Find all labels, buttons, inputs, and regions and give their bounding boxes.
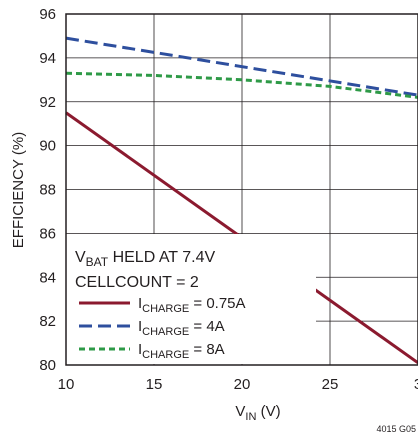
plot-frame	[65, 13, 418, 366]
y-tick-label-82: 82	[39, 313, 56, 330]
y-axis-label: EFFICIENCY (%)	[10, 132, 27, 248]
legend-label-8a: ICHARGE = 8A	[138, 341, 225, 361]
legend-label-4a: ICHARGE = 4A	[138, 318, 225, 338]
y-tick-label-88: 88	[39, 182, 56, 199]
x-tick-label-10: 10	[58, 376, 75, 393]
y-tick-label-86: 86	[39, 225, 56, 242]
x-tick-label-25: 25	[322, 376, 339, 393]
y-tick-label-80: 80	[39, 357, 56, 374]
y-tick-label-84: 84	[39, 269, 56, 286]
x-tick-label-30: 3	[414, 376, 418, 393]
x-tick-label-20: 20	[234, 376, 251, 393]
y-tick-label-90: 90	[39, 138, 56, 155]
x-tick-label-15: 15	[146, 376, 163, 393]
tick-labels: 10 15 20 25 3 80 82 84 86 88 90 92 94 96	[39, 6, 418, 393]
x-axis-label: VIN (V)	[235, 403, 280, 423]
y-tick-label-94: 94	[39, 50, 56, 67]
figure-id: 4015 G05	[376, 424, 416, 434]
annotation-background	[66, 234, 316, 364]
legend: ICHARGE = 0.75A ICHARGE = 4A ICHARGE = 8…	[79, 295, 246, 361]
annotation-cellcount: CELLCOUNT = 2	[75, 274, 199, 291]
y-tick-label-92: 92	[39, 94, 56, 111]
annotation-vbat: VBAT HELD AT 7.4V	[75, 249, 215, 269]
y-tick-label-96: 96	[39, 6, 56, 23]
series-line-2	[65, 71, 418, 99]
series-line-1	[65, 36, 418, 97]
legend-label-0.75a: ICHARGE = 0.75A	[138, 295, 246, 315]
